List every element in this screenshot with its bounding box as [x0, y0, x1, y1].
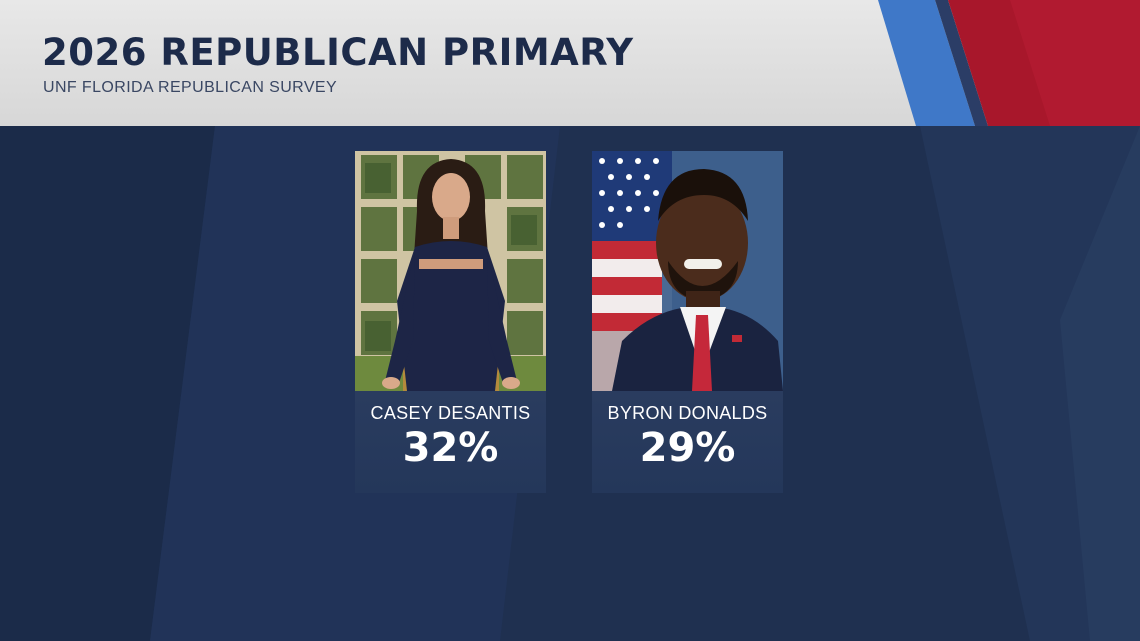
candidate-name: CASEY DESANTIS	[370, 403, 531, 423]
page-subtitle: UNF FLORIDA REPUBLICAN SURVEY	[43, 79, 338, 96]
candidate-info: CASEY DESANTIS 32%	[355, 391, 546, 493]
candidate-name: BYRON DONALDS	[607, 403, 768, 423]
candidate-card: BYRON DONALDS 29%	[592, 151, 783, 493]
candidate-photo	[355, 151, 546, 391]
candidate-percent: 32%	[402, 425, 499, 471]
candidate-card: CASEY DESANTIS 32%	[355, 151, 546, 493]
candidate-percent: 29%	[639, 425, 736, 471]
portrait-woman-icon	[355, 151, 546, 391]
header-banner: 2026 REPUBLICAN PRIMARY UNF FLORIDA REPU…	[0, 0, 1140, 126]
candidate-info: BYRON DONALDS 29%	[592, 391, 783, 493]
candidate-photo	[592, 151, 783, 391]
page-title: 2026 REPUBLICAN PRIMARY	[42, 31, 634, 74]
flag-stripe-accent	[878, 0, 1140, 126]
portrait-man-icon	[592, 151, 783, 391]
